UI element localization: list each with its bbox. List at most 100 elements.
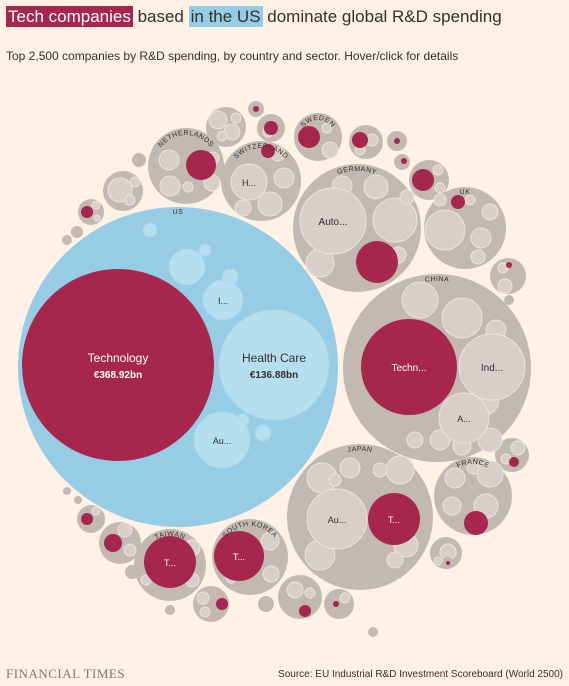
sector-bubble[interactable] [434,182,446,194]
sector-bubble[interactable] [470,227,492,249]
sector-bubble[interactable] [286,581,304,599]
sector-bubble-china-ind[interactable] [458,333,526,401]
sector-bubble[interactable] [339,457,361,479]
sector-bubble[interactable] [129,176,141,188]
sector-bubble[interactable] [444,467,466,489]
sector-bubble[interactable] [363,174,389,200]
sector-bubble[interactable] [196,591,210,605]
technology-sector-bubble-sweden[interactable] [298,126,320,148]
technology-sector-bubble[interactable] [253,106,259,112]
sector-bubble[interactable] [159,175,181,197]
sector-bubble-us-health-care[interactable] [218,309,330,421]
sector-bubble-taiwan-technology[interactable] [144,536,196,588]
technology-sector-bubble[interactable] [104,534,122,552]
sector-bubble[interactable] [477,427,503,453]
technology-sector-bubble[interactable] [81,206,93,218]
sector-bubble[interactable] [124,194,136,206]
sector-bubble-japan-au[interactable] [306,488,368,550]
sector-bubble[interactable] [328,473,342,487]
technology-sector-bubble[interactable] [401,158,407,164]
sector-bubble[interactable] [168,248,206,286]
sector-bubble[interactable] [466,461,480,475]
sector-bubble[interactable] [372,197,418,243]
technology-sector-bubble[interactable] [506,262,512,268]
sector-bubble[interactable] [254,424,272,442]
sector-bubble[interactable] [142,222,158,238]
minor-country-bubble-27[interactable] [165,605,175,615]
sector-bubble[interactable] [470,249,486,265]
technology-sector-bubble[interactable] [264,121,278,135]
sector-bubble-germany-auto[interactable] [299,187,367,255]
sector-bubble[interactable] [476,460,504,488]
sector-bubble[interactable] [433,556,443,566]
technology-sector-bubble-switzerland[interactable] [261,144,275,158]
sector-bubble[interactable] [442,496,462,516]
sector-bubble[interactable] [260,531,280,551]
sector-bubble[interactable] [321,122,333,134]
sector-bubble[interactable] [304,587,316,599]
sector-bubble[interactable] [497,278,513,294]
sector-bubble[interactable] [199,606,211,618]
sector-bubble-switzerland-h[interactable] [230,163,268,201]
sector-bubble[interactable] [107,177,133,203]
sector-bubble[interactable] [441,297,483,339]
sector-bubble[interactable] [158,149,180,171]
technology-sector-bubble[interactable] [509,457,519,467]
technology-sector-bubble[interactable] [352,132,368,148]
sector-bubble[interactable] [198,243,212,257]
technology-sector-bubble[interactable] [394,138,400,144]
technology-sector-bubble-germany[interactable] [356,241,398,283]
technology-sector-bubble-uk[interactable] [451,195,465,209]
sector-bubble[interactable] [140,574,152,586]
minor-country-bubble-19[interactable] [258,596,274,612]
sector-bubble[interactable] [432,164,444,176]
technology-sector-bubble[interactable] [299,605,311,617]
sector-bubble[interactable] [433,193,447,207]
minor-country-bubble-25[interactable] [71,226,83,238]
sector-bubble[interactable] [386,551,404,569]
sector-bubble[interactable] [93,214,101,222]
sector-bubble[interactable] [372,462,388,478]
sector-bubble[interactable] [273,167,295,189]
technology-sector-bubble-france[interactable] [464,511,488,535]
technology-sector-bubble-netherlands[interactable] [186,150,216,180]
sector-bubble[interactable] [91,506,101,516]
sector-bubble[interactable] [262,565,280,583]
minor-country-bubble-26[interactable] [368,627,378,637]
sector-bubble[interactable] [117,522,133,538]
sector-bubble[interactable] [216,130,228,142]
sector-bubble[interactable] [464,194,476,206]
sector-bubble-us-technology[interactable] [22,269,214,461]
sector-bubble[interactable] [230,112,242,124]
sector-bubble[interactable] [257,191,283,217]
minor-country-bubble-23[interactable] [74,496,82,504]
sector-bubble[interactable] [339,592,351,604]
sector-bubble[interactable] [234,199,252,217]
technology-sector-bubble[interactable] [412,169,434,191]
sector-bubble[interactable] [497,262,509,274]
technology-sector-bubble[interactable] [446,561,450,565]
minor-country-bubble-24[interactable] [62,235,72,245]
technology-sector-bubble[interactable] [81,513,93,525]
sector-bubble[interactable] [510,440,526,456]
sector-bubble[interactable] [182,181,194,193]
sector-bubble-china-a[interactable] [438,392,490,444]
sector-bubble[interactable] [91,200,101,210]
technology-sector-bubble[interactable] [216,598,228,610]
minor-country-bubble-22[interactable] [63,487,71,495]
minor-country-bubble-8[interactable] [132,153,146,167]
sector-bubble[interactable] [401,281,439,319]
sector-bubble[interactable] [385,455,415,485]
sector-bubble[interactable] [481,203,499,221]
sector-bubble-us-i[interactable] [202,279,244,321]
sector-bubble-china-technology[interactable] [361,319,457,415]
minor-country-bubble-11[interactable] [504,295,514,305]
sector-bubble-japan-technology[interactable] [368,493,420,545]
sector-bubble-south-korea-technology[interactable] [214,531,264,581]
sector-bubble-us-au[interactable] [193,411,251,469]
sector-bubble[interactable] [424,209,466,251]
sector-bubble[interactable] [321,141,339,159]
sector-bubble[interactable] [208,110,228,130]
sector-bubble[interactable] [406,431,424,449]
